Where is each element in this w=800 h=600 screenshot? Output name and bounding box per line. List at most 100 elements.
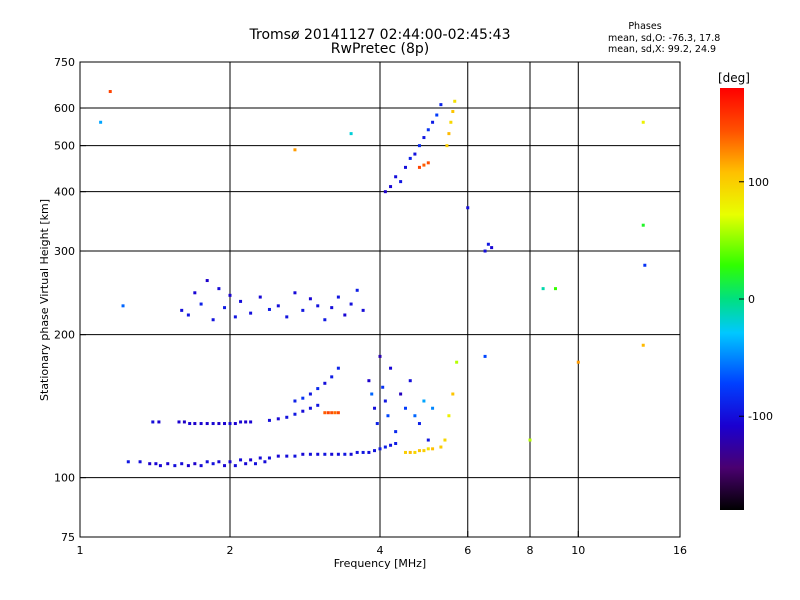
data-point <box>267 456 271 460</box>
data-point <box>528 438 532 442</box>
data-point <box>285 415 289 419</box>
x-tick-label: 16 <box>673 544 687 557</box>
data-point <box>453 99 457 103</box>
data-point <box>276 417 280 421</box>
colorbar-label: [deg] <box>718 71 750 85</box>
data-point <box>426 128 430 132</box>
data-point <box>370 392 374 396</box>
data-point <box>486 242 490 246</box>
data-point <box>293 412 297 416</box>
data-point <box>205 460 209 464</box>
data-point <box>445 144 449 148</box>
data-point <box>422 399 426 403</box>
colorbar-tick-label: 0 <box>748 293 755 306</box>
data-point <box>193 422 197 426</box>
data-point <box>308 392 312 396</box>
x-axis: 1 2 4 6 8 10 16 <box>77 531 687 557</box>
colorbar-ticks: 100 0 -100 <box>739 176 773 423</box>
data-point <box>355 288 359 292</box>
data-point <box>186 464 190 468</box>
data-point <box>413 152 417 156</box>
data-point <box>394 442 398 446</box>
data-point <box>263 460 267 464</box>
data-point <box>285 454 289 458</box>
data-point <box>308 297 312 301</box>
data-point <box>389 443 393 447</box>
data-point <box>276 454 280 458</box>
data-point <box>413 414 417 418</box>
data-point <box>228 422 232 426</box>
data-point <box>205 422 209 426</box>
data-point <box>249 420 253 424</box>
data-point <box>293 148 297 152</box>
data-point <box>389 185 393 189</box>
data-point <box>182 420 186 424</box>
data-point <box>244 420 248 424</box>
data-point <box>361 450 365 454</box>
data-point <box>408 379 412 383</box>
data-point <box>158 464 162 468</box>
data-point <box>330 411 334 415</box>
data-point <box>301 452 305 456</box>
y-tick-label: 300 <box>54 245 75 258</box>
data-point <box>426 438 430 442</box>
y-tick-label: 750 <box>54 56 75 69</box>
data-point <box>336 411 340 415</box>
data-point <box>301 396 305 400</box>
grid-lines <box>80 62 680 537</box>
stats-title: Phases <box>628 21 661 32</box>
data-point <box>199 422 203 426</box>
data-point <box>413 450 417 454</box>
data-point <box>403 165 407 169</box>
data-point <box>417 449 421 453</box>
data-point <box>408 156 412 160</box>
y-tick-label: 100 <box>54 472 75 485</box>
data-point <box>121 304 125 308</box>
data-point <box>301 409 305 413</box>
data-point <box>228 460 232 464</box>
data-point <box>223 422 227 426</box>
y-tick-label: 600 <box>54 102 75 115</box>
data-point <box>233 315 237 319</box>
data-point <box>211 422 215 426</box>
data-point <box>447 132 451 136</box>
data-point <box>233 464 237 468</box>
data-point <box>383 399 387 403</box>
data-point <box>267 418 271 422</box>
data-point <box>373 449 377 453</box>
data-point <box>435 113 439 117</box>
data-point <box>422 163 426 167</box>
data-point <box>199 302 203 306</box>
data-point <box>293 399 297 403</box>
data-point <box>308 452 312 456</box>
data-point <box>148 462 152 466</box>
data-point <box>199 464 203 468</box>
data-point <box>426 161 430 165</box>
data-point <box>394 430 398 434</box>
data-point <box>166 462 170 466</box>
x-tick-label: 1 <box>77 544 84 557</box>
data-point <box>439 103 443 107</box>
data-point <box>157 420 161 424</box>
data-point <box>553 287 557 291</box>
data-point <box>417 165 421 169</box>
data-point <box>330 306 334 310</box>
data-point <box>483 354 487 358</box>
data-point <box>323 381 327 385</box>
data-point <box>188 422 192 426</box>
data-point <box>349 302 353 306</box>
data-point <box>217 422 221 426</box>
data-point <box>403 406 407 410</box>
data-point <box>431 120 435 124</box>
data-point <box>333 411 337 415</box>
chart-title: Tromsø 20141127 02:44:00-02:45:43 <box>249 27 511 43</box>
data-point <box>451 392 455 396</box>
data-point <box>367 379 371 383</box>
data-point <box>483 249 487 253</box>
data-point <box>451 109 455 113</box>
data-point <box>426 447 430 451</box>
data-point <box>641 223 645 227</box>
data-point <box>378 354 382 358</box>
